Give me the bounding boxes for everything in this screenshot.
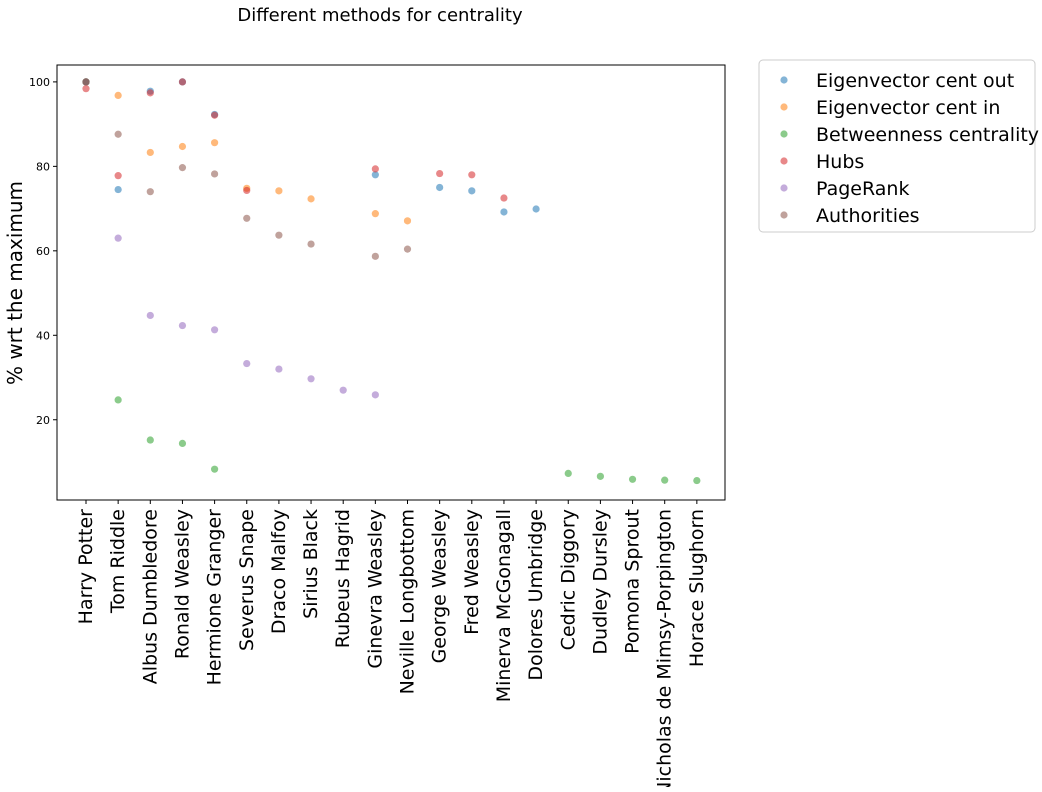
data-point-series-0 xyxy=(532,205,540,213)
chart-title: Different methods for centrality xyxy=(237,5,523,26)
y-tick-label: 60 xyxy=(36,245,50,258)
x-tick-label: Dolores Umbridge xyxy=(525,509,547,681)
x-tick-label: Ginevra Weasley xyxy=(364,509,386,669)
x-tick-label: Sirius Black xyxy=(300,509,322,619)
y-axis-ticks: 20 40 60 80 100 xyxy=(29,76,57,427)
data-point-series-4 xyxy=(371,391,379,399)
data-point-series-1 xyxy=(275,187,283,195)
data-point-series-5 xyxy=(371,252,379,260)
data-point-series-3 xyxy=(211,111,219,119)
data-point-series-5 xyxy=(178,164,187,172)
data-point-series-4 xyxy=(178,321,187,330)
x-tick-label: Tom Riddle xyxy=(107,509,129,614)
y-tick-label: 20 xyxy=(36,414,50,427)
legend-label: PageRank xyxy=(816,178,909,200)
data-points xyxy=(82,78,701,485)
legend-label: Betweenness centrality xyxy=(816,124,1039,146)
x-tick-label: Harry Potter xyxy=(75,509,97,624)
x-tick-label: Hermione Granger xyxy=(204,509,226,686)
legend-marker xyxy=(780,211,788,219)
data-point-series-4 xyxy=(243,359,251,368)
data-point-series-2 xyxy=(146,436,154,444)
data-point-series-3 xyxy=(114,172,122,180)
data-point-series-2 xyxy=(564,469,572,477)
data-point-series-0 xyxy=(500,208,508,216)
x-tick-label: Fred Weasley xyxy=(461,509,483,635)
legend-marker xyxy=(780,103,788,111)
legend-box xyxy=(758,59,1036,233)
data-point-series-3 xyxy=(436,169,444,178)
x-tick-label: Neville Longbottom xyxy=(397,509,419,694)
legend-marker xyxy=(780,76,788,84)
data-point-series-2 xyxy=(178,439,187,448)
data-point-series-3 xyxy=(178,78,187,86)
data-point-series-5 xyxy=(307,240,315,248)
data-point-series-2 xyxy=(211,465,219,473)
data-point-series-4 xyxy=(307,375,315,383)
data-point-series-5 xyxy=(243,214,251,222)
data-point-series-1 xyxy=(178,142,187,151)
data-point-series-3 xyxy=(468,171,476,179)
data-point-series-1 xyxy=(403,217,412,225)
data-point-series-0 xyxy=(371,171,379,179)
data-point-series-4 xyxy=(146,311,154,320)
data-point-series-0 xyxy=(468,187,476,195)
x-tick-label: Ronald Weasley xyxy=(171,509,193,659)
data-point-series-2 xyxy=(114,396,122,404)
y-tick-label: 40 xyxy=(36,329,50,342)
data-point-series-5 xyxy=(146,188,154,196)
data-point-series-3 xyxy=(371,165,379,173)
data-point-series-4 xyxy=(211,326,219,334)
data-point-series-2 xyxy=(628,475,637,483)
data-point-series-0 xyxy=(436,183,444,192)
plot-area-frame xyxy=(56,64,726,501)
data-point-series-2 xyxy=(693,476,701,485)
data-point-series-1 xyxy=(146,148,154,157)
x-axis-ticks: Harry Potter Tom Riddle Albus Dumbledore Ro… xyxy=(75,500,708,792)
y-tick-label: 80 xyxy=(36,160,50,173)
y-tick-label: 100 xyxy=(29,76,50,89)
data-point-series-4 xyxy=(339,386,347,394)
x-tick-label: Albus Dumbledore xyxy=(139,509,161,684)
legend: Eigenvector cent out Eigenvector cent in B… xyxy=(758,59,1039,233)
x-tick-label: Rubeus Hagrid xyxy=(332,509,354,648)
data-point-series-5 xyxy=(275,231,283,239)
x-tick-label: Draco Malfoy xyxy=(268,509,290,634)
data-point-series-5 xyxy=(114,130,122,138)
data-point-series-3 xyxy=(243,186,251,195)
data-point-series-1 xyxy=(114,91,122,100)
x-tick-label: Severus Snape xyxy=(236,509,258,651)
legend-label: Authorities xyxy=(816,205,920,227)
data-point-series-5 xyxy=(82,78,90,86)
x-tick-label: George Weasley xyxy=(429,509,451,663)
data-point-series-3 xyxy=(146,89,154,97)
data-point-series-0 xyxy=(114,185,122,194)
data-point-series-1 xyxy=(307,195,315,203)
legend-marker xyxy=(780,184,788,192)
x-tick-label: Nicholas de Mimsy-Porpington xyxy=(654,509,676,787)
x-tick-label: Horace Slughorn xyxy=(686,509,708,667)
x-tick-label: Cedric Diggory xyxy=(557,509,579,650)
x-tick-label: Minerva McGonagall xyxy=(493,509,515,702)
data-point-series-2 xyxy=(661,476,669,484)
x-tick-label: Dudley Dursley xyxy=(589,509,611,655)
legend-marker xyxy=(780,130,788,138)
data-point-series-1 xyxy=(211,139,219,147)
data-point-series-5 xyxy=(403,245,412,253)
data-point-series-3 xyxy=(500,194,508,202)
x-tick-label: Pomona Sprout xyxy=(622,509,644,654)
legend-label: Hubs xyxy=(816,151,864,173)
data-point-series-5 xyxy=(211,170,219,178)
data-point-series-4 xyxy=(114,234,122,242)
data-point-series-3 xyxy=(82,85,90,93)
data-point-series-2 xyxy=(596,472,605,480)
legend-label: Eigenvector cent out xyxy=(816,70,1014,92)
data-point-series-4 xyxy=(275,365,283,373)
y-axis-label: % wrt the maximum xyxy=(3,181,27,385)
data-point-series-1 xyxy=(371,210,379,218)
legend-label: Eigenvector cent in xyxy=(816,97,1000,119)
legend-marker xyxy=(780,157,788,165)
